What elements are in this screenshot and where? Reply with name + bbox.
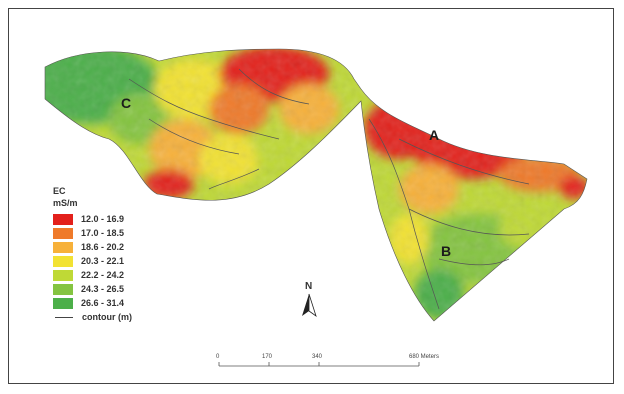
legend-class-row: 17.0 - 18.5: [53, 226, 132, 240]
scale-bar: [218, 362, 420, 367]
legend-class-label: 18.6 - 20.2: [81, 242, 125, 252]
legend: EC mS/m 12.0 - 16.9 17.0 - 18.5 18.6 - 20.…: [53, 185, 132, 324]
legend-class-label: 12.0 - 16.9: [81, 214, 125, 224]
ec-map: [44, 48, 588, 367]
legend-unit: mS/m: [53, 198, 78, 208]
legend-color-swatch: [53, 241, 73, 253]
legend-class-row: 18.6 - 20.2: [53, 240, 132, 254]
north-label: N: [305, 281, 313, 292]
legend-class-label: 20.3 - 22.1: [81, 256, 125, 266]
legend-color-swatch: [53, 283, 73, 295]
legend-color-swatch: [53, 255, 73, 267]
contour-line-swatch: [55, 316, 73, 318]
legend-class-label: 22.2 - 24.2: [81, 270, 125, 280]
legend-class-row: 26.6 - 31.4: [53, 296, 132, 310]
legend-contour-label: contour (m): [82, 312, 132, 322]
scale-tick-label: 340: [312, 354, 323, 360]
legend-class-label: 17.0 - 18.5: [81, 228, 125, 238]
scale-tick-label: 0: [216, 354, 220, 360]
site-label-a: A: [429, 127, 440, 143]
legend-title: EC: [53, 186, 66, 196]
legend-color-swatch: [53, 269, 73, 281]
site-label-c: C: [121, 95, 132, 111]
legend-color-swatch: [53, 227, 73, 239]
legend-class-label: 26.6 - 31.4: [81, 298, 125, 308]
legend-contour-row: contour (m): [53, 310, 132, 324]
contour-lines: [128, 68, 530, 310]
scale-tick-label: 170: [262, 354, 273, 360]
map-frame: A B C N 0 170 340 680 Meters EC mS/m 12.…: [8, 8, 614, 384]
legend-color-swatch: [53, 297, 73, 309]
site-label-b: B: [441, 243, 452, 259]
legend-class-row: 12.0 - 16.9: [53, 212, 132, 226]
north-arrow-icon: [302, 293, 317, 318]
legend-color-swatch: [53, 213, 73, 225]
legend-class-label: 24.3 - 26.5: [81, 284, 125, 294]
legend-class-row: 24.3 - 26.5: [53, 282, 132, 296]
legend-class-row: 20.3 - 22.1: [53, 254, 132, 268]
legend-class-row: 22.2 - 24.2: [53, 268, 132, 282]
scale-tick-label: 680 Meters: [409, 354, 440, 360]
